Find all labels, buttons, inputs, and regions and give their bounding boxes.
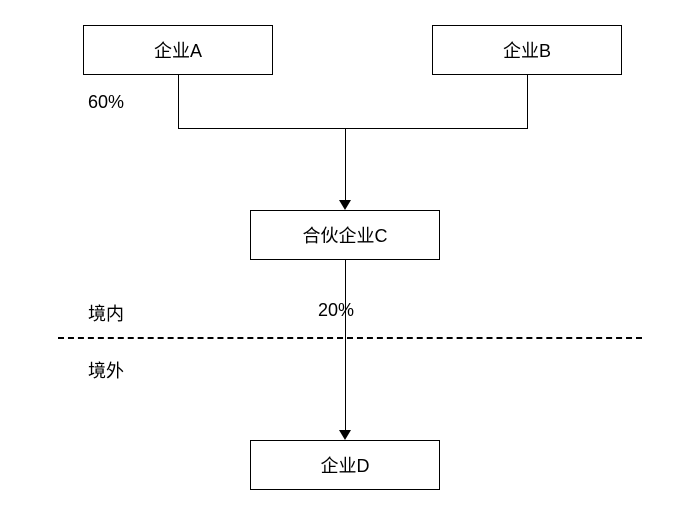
node-label: 企业B	[503, 37, 551, 63]
node-label: 合伙企业C	[303, 222, 388, 248]
arrow-to-d	[339, 430, 351, 440]
node-partnership-c: 合伙企业C	[250, 210, 440, 260]
arrow-to-c	[339, 200, 351, 210]
connector-mid-2	[345, 260, 347, 430]
edge-label-60pct: 60%	[88, 92, 124, 113]
connector-horizontal	[178, 128, 528, 130]
node-enterprise-d: 企业D	[250, 440, 440, 490]
connector-b-down	[527, 75, 529, 128]
connector-a-down	[178, 75, 180, 128]
edge-label-20pct: 20%	[318, 300, 354, 321]
node-label: 企业A	[154, 37, 202, 63]
node-label: 企业D	[321, 452, 370, 478]
connector-mid-1	[345, 128, 347, 200]
node-enterprise-b: 企业B	[432, 25, 622, 75]
border-divider	[58, 337, 642, 339]
node-enterprise-a: 企业A	[83, 25, 273, 75]
region-label-outside: 境外	[88, 357, 124, 383]
region-label-inside: 境内	[88, 300, 124, 326]
